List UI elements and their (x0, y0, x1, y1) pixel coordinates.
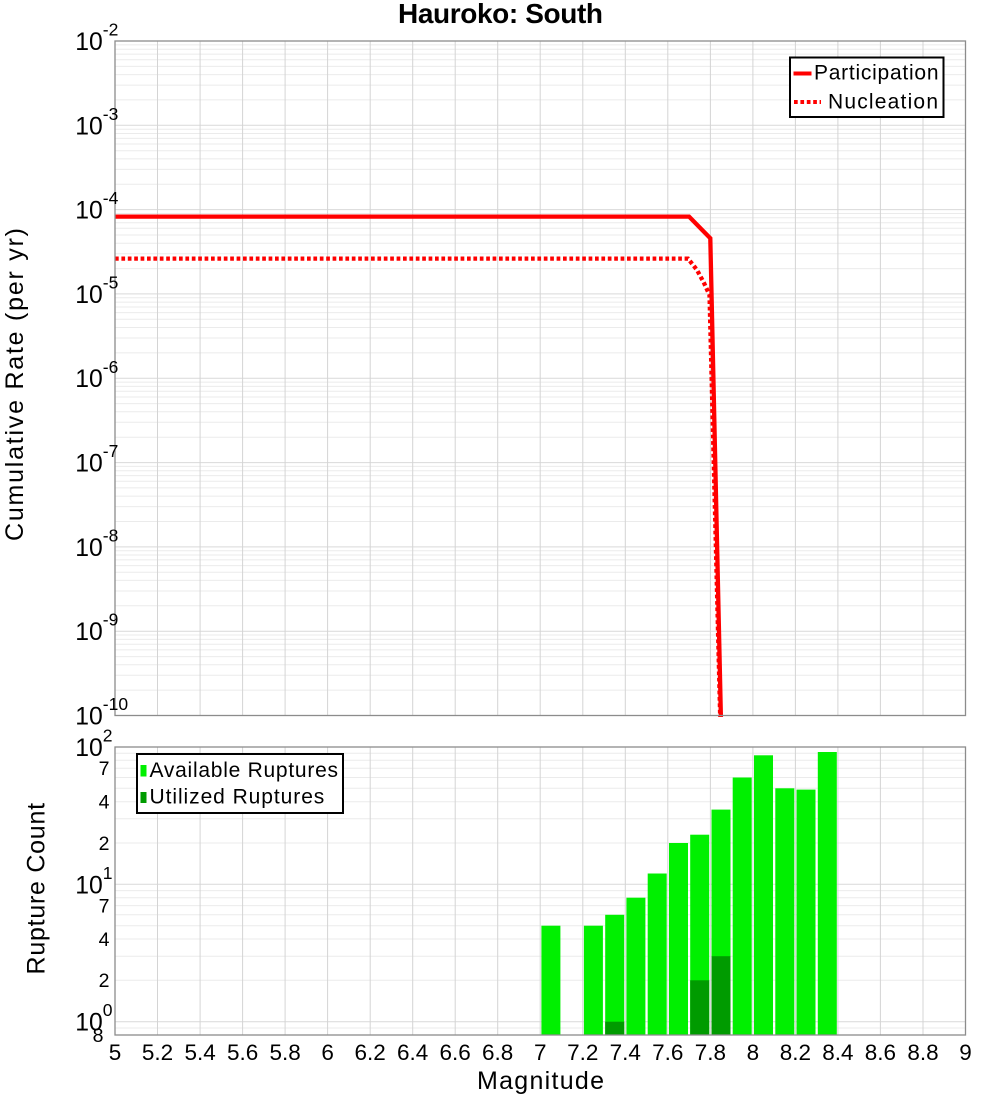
svg-text:Hauroko: South: Hauroko: South (398, 0, 603, 29)
svg-text:6.6: 6.6 (440, 1040, 471, 1065)
svg-text:5: 5 (109, 1040, 122, 1065)
svg-text:8.6: 8.6 (865, 1040, 896, 1065)
svg-text:2: 2 (99, 833, 110, 855)
svg-text:5.8: 5.8 (269, 1040, 300, 1065)
svg-text:-4: -4 (103, 188, 119, 208)
svg-text:7.8: 7.8 (695, 1040, 726, 1065)
svg-text:Nucleation: Nucleation (828, 91, 938, 114)
svg-text:9: 9 (959, 1040, 972, 1065)
svg-text:8.8: 8.8 (907, 1040, 938, 1065)
svg-text:6.8: 6.8 (482, 1040, 513, 1065)
svg-text:-5: -5 (103, 272, 119, 292)
svg-text:10: 10 (75, 734, 103, 762)
svg-text:10: 10 (75, 1009, 103, 1037)
svg-text:5.2: 5.2 (142, 1040, 173, 1065)
svg-text:10: 10 (75, 871, 103, 899)
svg-text:0: 0 (103, 1000, 113, 1020)
svg-text:10: 10 (75, 197, 103, 225)
svg-text:7.2: 7.2 (567, 1040, 598, 1065)
svg-text:4: 4 (99, 929, 110, 951)
svg-text:-10: -10 (103, 694, 129, 714)
svg-text:Participation: Participation (814, 62, 939, 85)
svg-text:6: 6 (321, 1040, 334, 1065)
svg-text:5.4: 5.4 (184, 1040, 215, 1065)
svg-text:10: 10 (75, 28, 103, 56)
svg-text:-6: -6 (103, 357, 119, 377)
svg-text:8.4: 8.4 (822, 1040, 853, 1065)
svg-text:Utilized Ruptures: Utilized Ruptures (150, 786, 325, 809)
svg-text:-3: -3 (103, 104, 119, 124)
svg-text:8: 8 (93, 1025, 104, 1047)
svg-text:Cumulative Rate (per yr): Cumulative Rate (per yr) (1, 228, 29, 541)
svg-text:Magnitude: Magnitude (477, 1067, 604, 1095)
svg-text:7: 7 (99, 895, 110, 917)
svg-text:Available Ruptures: Available Ruptures (150, 759, 339, 782)
svg-text:10: 10 (75, 112, 103, 140)
svg-text:2: 2 (99, 970, 110, 992)
svg-text:4: 4 (99, 792, 110, 814)
svg-text:1: 1 (103, 863, 113, 883)
svg-text:2: 2 (103, 726, 113, 746)
svg-text:10: 10 (75, 534, 103, 562)
svg-text:7.4: 7.4 (610, 1040, 641, 1065)
svg-text:7: 7 (534, 1040, 547, 1065)
svg-text:10: 10 (75, 703, 103, 731)
svg-text:8: 8 (747, 1040, 760, 1065)
svg-text:6.4: 6.4 (397, 1040, 428, 1065)
svg-text:7: 7 (99, 758, 110, 780)
svg-text:5.6: 5.6 (227, 1040, 258, 1065)
svg-text:10: 10 (75, 365, 103, 393)
svg-text:-2: -2 (103, 20, 119, 40)
svg-text:-9: -9 (103, 610, 119, 630)
svg-text:8.2: 8.2 (780, 1040, 811, 1065)
svg-text:10: 10 (75, 618, 103, 646)
svg-text:-7: -7 (103, 441, 119, 461)
svg-text:10: 10 (75, 281, 103, 309)
svg-text:-8: -8 (103, 525, 119, 545)
svg-text:10: 10 (75, 450, 103, 478)
svg-text:7.6: 7.6 (652, 1040, 683, 1065)
svg-text:Rupture Count: Rupture Count (23, 803, 51, 975)
svg-text:6.2: 6.2 (355, 1040, 386, 1065)
